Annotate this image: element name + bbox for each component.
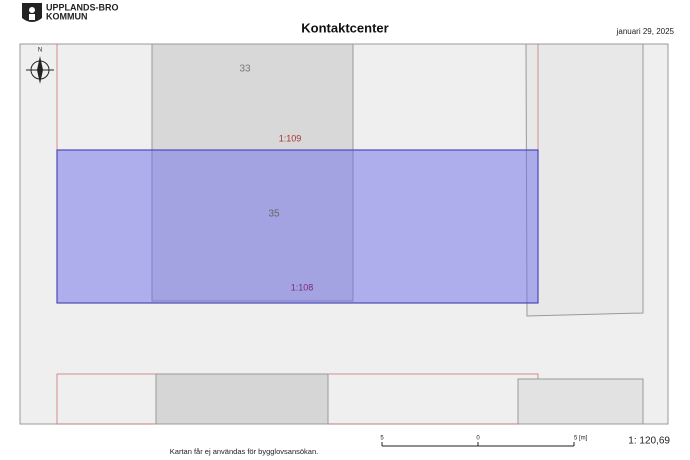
parcel-label: 1:108: [291, 282, 314, 292]
map: 33 35 1:109 1:108 N: [19, 43, 669, 425]
scale-bar: [381, 442, 575, 447]
building: [155, 373, 329, 425]
scale-label: 0: [476, 436, 480, 442]
scale-label: 5: [380, 436, 384, 442]
footer-note: Kartan får ej användas för bygglovsansök…: [170, 447, 318, 456]
org-name: KOMMUN: [46, 11, 88, 21]
logo: [22, 3, 42, 22]
building-label: 35: [268, 209, 280, 220]
north-label: N: [38, 48, 42, 54]
north-arrow: [26, 56, 54, 84]
scale-label: 5 [m]: [574, 436, 588, 442]
scale-ratio: 1: 120,69: [628, 436, 670, 447]
date: januari 29, 2025: [616, 27, 675, 36]
parcel-label: 1:109: [279, 133, 302, 143]
building-label: 33: [239, 64, 251, 75]
org-name: UPPLANDS-BRO: [46, 2, 119, 12]
building: [525, 43, 644, 317]
building: [517, 378, 644, 425]
selected-parcel[interactable]: [56, 149, 539, 304]
title: Kontaktcenter: [301, 20, 388, 35]
